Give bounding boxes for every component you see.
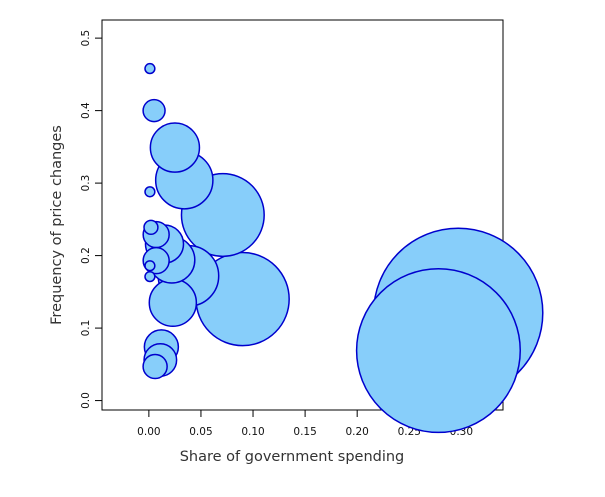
x-tick-label: 0.00 [137, 426, 160, 438]
x-axis-title: Share of government spending [180, 449, 405, 465]
y-axis-title: Frequency of price changes [49, 125, 65, 325]
data-point [142, 353, 168, 380]
x-tick-label: 0.15 [293, 426, 316, 438]
data-point [143, 219, 159, 236]
y-axis: 0.0 0.1 0.2 0.3 0.4 0.5 [80, 30, 103, 409]
y-tick-label: 0.4 [80, 102, 92, 119]
y-tick-label: 0.3 [80, 175, 92, 192]
data-point [144, 186, 156, 198]
data-point [355, 267, 521, 434]
data-point [144, 260, 156, 272]
y-tick-label: 0.0 [80, 392, 92, 409]
y-tick-label: 0.1 [80, 320, 92, 337]
x-tick-label: 0.05 [189, 426, 212, 438]
data-point [148, 278, 198, 327]
x-tick-label: 0.20 [345, 426, 368, 438]
data-point [144, 270, 156, 283]
data-points [142, 62, 544, 434]
data-point [144, 62, 156, 75]
data-point [149, 122, 201, 173]
x-tick-label: 0.10 [241, 426, 264, 438]
y-tick-label: 0.2 [80, 247, 92, 264]
y-tick-label: 0.5 [80, 30, 92, 47]
data-point [142, 98, 166, 123]
